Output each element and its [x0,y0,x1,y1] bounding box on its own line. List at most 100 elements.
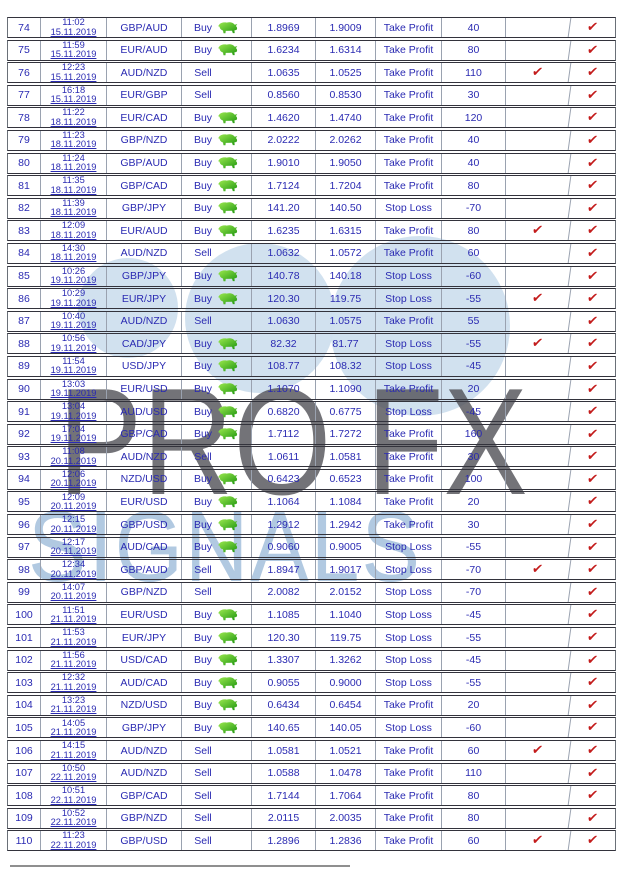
row-datetime: 11:24 18.11.2019 [41,153,107,173]
trade-side: Sell [182,582,252,602]
entry-price: 1.0581 [252,741,316,761]
currency-pair: GBP/NZD [107,808,182,828]
entry-price: 1.9010 [252,153,316,173]
confirm-check-icon: ✔ [585,607,600,623]
entry-price: 1.6234 [252,40,316,60]
trade-side: Sell [182,243,252,263]
side-label: Sell [194,89,212,102]
signal-date: 18.11.2019 [50,207,97,218]
result-label: Stop Loss [376,198,442,218]
side-label: Buy [193,292,213,305]
trade-side: Buy [182,469,252,489]
currency-pair: GBP/CAD [107,424,182,444]
trade-side: Buy [182,221,252,241]
entry-price: 0.6820 [252,402,316,422]
bull-icon [218,496,238,508]
flag-check-icon [504,469,572,489]
currency-pair: GBP/JPY [107,718,182,738]
result-label: Take Profit [376,469,442,489]
flag-check-icon [504,18,572,38]
side-label: Sell [194,450,212,463]
confirm-check-icon: ✔ [585,223,600,239]
entry-price: 1.4620 [252,108,316,128]
signal-date: 21.11.2019 [50,636,97,647]
row-number: 100 [8,605,41,625]
row-datetime: 10:56 19.11.2019 [41,334,107,354]
bull-icon [218,360,238,372]
signal-time: 16:18 [61,85,86,95]
flag-check-icon: ✔ [504,334,572,354]
signal-date: 21.11.2019 [50,704,97,715]
flag-check-icon [504,108,572,128]
trade-side: Buy [182,424,252,444]
confirm-check-icon: ✔ [585,20,600,35]
result-label: Take Profit [376,763,442,783]
signal-date: 21.11.2019 [50,613,97,624]
confirm-check-icon: ✔ [585,720,600,736]
flag-check-icon [504,176,572,196]
side-label: Sell [194,767,212,780]
table-row: 78 11:22 18.11.2019 EUR/CAD Buy [7,107,616,129]
pips-value: 30 [442,515,506,535]
signals-table: 74 11:02 15.11.2019 GBP/AUD Buy [7,17,616,853]
flag-check-icon [504,243,572,263]
flag-check-icon: ✔ [504,221,572,241]
trade-side: Buy [182,650,252,670]
signal-time: 11:23 [62,831,85,841]
side-label: Buy [193,360,213,373]
bull-icon [218,428,238,440]
side-label: Sell [194,834,212,847]
signal-date: 18.11.2019 [50,162,97,173]
exit-price: 1.1090 [316,379,376,399]
bear-icon [217,451,237,462]
signal-date: 20.11.2019 [50,500,97,511]
flag-check-icon [504,311,572,331]
flag-check-icon [504,605,572,625]
confirm-check-icon: ✔ [585,833,600,849]
pips-value: 60 [442,831,506,851]
table-row: 102 11:56 21.11.2019 USD/CAD Buy [7,649,616,671]
signal-date: 22.11.2019 [50,794,97,805]
result-label: Stop Loss [376,582,442,602]
entry-price: 1.1070 [252,379,316,399]
confirm-check-icon: ✔ [585,630,600,646]
exit-price: 1.2942 [316,515,376,535]
bull-icon [218,722,238,734]
confirm-check-icon: ✔ [585,245,600,261]
entry-price: 1.1085 [252,605,316,625]
row-datetime: 14:05 21.11.2019 [41,718,107,738]
exit-price: 1.9009 [316,18,376,38]
row-number: 93 [8,447,41,467]
table-row: 82 11:39 18.11.2019 GBP/JPY Buy [7,197,616,219]
signal-time: 13:04 [61,402,86,412]
row-number: 96 [8,515,41,535]
side-label: Buy [193,383,213,395]
flag-check-icon [504,628,572,648]
table-row: 99 14:07 20.11.2019 GBP/NZD Sell [7,581,616,603]
pips-value: -45 [442,605,506,625]
exit-price: 1.6314 [316,40,376,60]
signal-date: 15.11.2019 [50,26,97,37]
signal-time: 14:05 [61,718,86,728]
currency-pair: EUR/CAD [107,108,182,128]
row-datetime: 11:59 15.11.2019 [41,40,107,60]
table-row: 108 10:51 22.11.2019 GBP/CAD Sell [7,785,616,807]
confirm-check-icon: ✔ [585,426,600,442]
result-label: Take Profit [376,311,442,331]
signal-date: 21.11.2019 [50,659,97,670]
bull-icon [218,270,238,282]
row-datetime: 12:17 20.11.2019 [41,537,107,557]
bull-icon [218,699,238,711]
confirm-check-icon: ✔ [585,313,600,329]
side-label: Buy [193,179,213,192]
side-label: Buy [193,202,213,215]
row-datetime: 11:02 15.11.2019 [41,18,107,38]
exit-price: 1.0521 [316,741,376,761]
signal-time: 14:07 [61,582,86,592]
table-row: 92 17:04 19.11.2019 GBP/CAD Buy [7,423,616,445]
exit-price: 1.0525 [316,63,376,83]
cutoff-bottom-element [10,865,350,867]
exit-price: 81.77 [316,334,376,354]
row-number: 94 [8,469,41,489]
signal-time: 10:29 [61,289,86,299]
